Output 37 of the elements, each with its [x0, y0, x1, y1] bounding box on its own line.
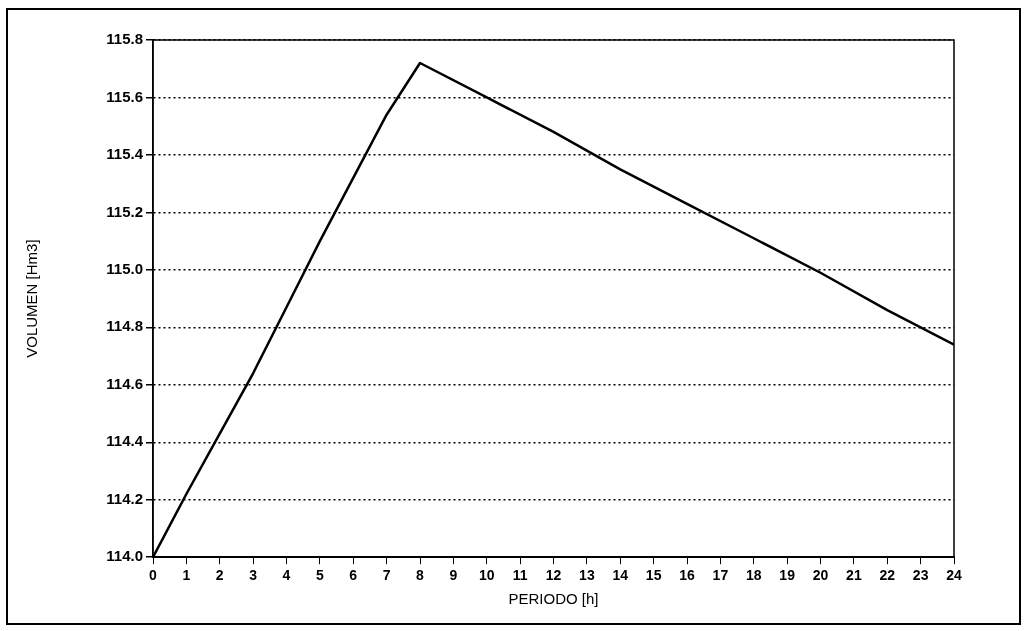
x-axis-title: PERIODO [h] — [508, 590, 599, 608]
x-tick-label: 16 — [679, 567, 695, 584]
x-tick-label: 5 — [315, 567, 324, 584]
y-tick-label: 114.6 — [106, 374, 143, 392]
y-tick-label: 114.8 — [106, 317, 143, 335]
x-tick-label: 9 — [449, 567, 458, 584]
x-tick-label: 15 — [645, 567, 662, 584]
x-tick-label: 6 — [349, 567, 358, 584]
x-tick-label: 22 — [879, 567, 896, 584]
y-tick-label: 115.2 — [106, 202, 143, 220]
x-tick-label: 17 — [712, 567, 729, 584]
y-tick-label: 115.4 — [106, 145, 144, 163]
x-tick-label: 18 — [745, 567, 762, 584]
x-tick-label: 4 — [282, 567, 291, 584]
x-tick-label: 14 — [612, 567, 629, 584]
x-tick-label: 21 — [846, 567, 862, 584]
y-tick-label: 114.2 — [106, 489, 143, 507]
x-tick-label: 19 — [779, 567, 796, 584]
x-tick-label: 24 — [946, 567, 962, 584]
x-tick-label: 10 — [478, 567, 495, 584]
x-tick-label: 1 — [182, 567, 191, 584]
x-tick-label: 11 — [512, 567, 528, 584]
x-tick-label: 3 — [249, 567, 258, 584]
x-tick-label: 13 — [579, 567, 595, 584]
y-axis-title: VOLUMEN [Hm3] — [23, 239, 41, 358]
x-tick-label: 8 — [416, 567, 425, 584]
x-tick-label: 2 — [215, 567, 224, 584]
x-tick-label: 7 — [382, 567, 391, 584]
y-tick-label: 114.0 — [106, 547, 143, 565]
y-tick-label: 115.0 — [106, 260, 143, 278]
y-tick-label: 115.8 — [106, 30, 143, 48]
y-tick-label: 115.6 — [106, 87, 143, 105]
x-tick-label: 12 — [545, 567, 562, 584]
x-tick-label: 20 — [812, 567, 829, 584]
y-tick-label: 114.4 — [106, 432, 144, 450]
x-tick-label: 0 — [149, 567, 158, 584]
x-tick-label: 23 — [912, 567, 929, 584]
